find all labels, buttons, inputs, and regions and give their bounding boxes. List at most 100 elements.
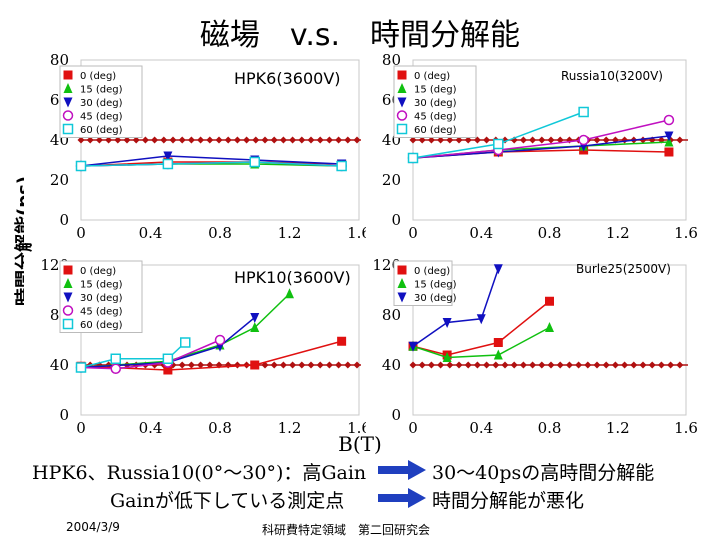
reference-marker bbox=[105, 136, 113, 144]
x-tick-label: 0.8 bbox=[538, 224, 562, 242]
data-point-2-1 bbox=[163, 151, 173, 162]
reference-marker bbox=[473, 361, 481, 369]
x-tick-label: 0.4 bbox=[469, 419, 493, 437]
reference-marker bbox=[325, 136, 333, 144]
series-line-0 bbox=[80, 161, 342, 167]
reference-marker bbox=[648, 361, 656, 369]
reference-marker bbox=[556, 361, 564, 369]
reference-marker bbox=[298, 136, 306, 144]
data-point-0-3 bbox=[664, 147, 674, 157]
legend-marker bbox=[62, 305, 74, 316]
data-point-4-3 bbox=[336, 160, 347, 172]
reference-marker bbox=[519, 136, 527, 144]
legend-box bbox=[59, 260, 143, 333]
data-point-4-1 bbox=[493, 138, 504, 150]
legend-marker bbox=[63, 265, 73, 275]
conclusion-1-left: HPK6、Russia10(0°～30°)：高Gain bbox=[32, 462, 367, 484]
reference-marker bbox=[215, 136, 223, 144]
footer-date: 2004/3/9 bbox=[66, 520, 120, 534]
y-tick-label: 0 bbox=[391, 211, 401, 229]
data-point-2-0 bbox=[408, 341, 418, 352]
reference-marker bbox=[501, 361, 509, 369]
conclusion-2-left: Gainが低下している測定点 bbox=[110, 490, 345, 512]
reference-marker bbox=[77, 136, 85, 144]
reference-marker bbox=[206, 136, 214, 144]
y-tick-label: 20 bbox=[382, 171, 401, 189]
data-point-1-3 bbox=[250, 322, 260, 332]
data-point-1-3 bbox=[545, 322, 554, 332]
y-tick-label: 80 bbox=[50, 51, 69, 69]
data-point-3-3 bbox=[663, 114, 675, 126]
data-point-2-3 bbox=[664, 131, 674, 142]
reference-marker bbox=[510, 361, 518, 369]
data-point-1-1 bbox=[442, 352, 452, 362]
legend-label: 45 (deg) bbox=[414, 112, 457, 123]
reference-marker bbox=[676, 361, 684, 369]
reference-marker bbox=[667, 361, 675, 369]
legend-marker bbox=[397, 70, 407, 80]
reference-marker bbox=[307, 136, 315, 144]
arrow-2-head bbox=[408, 488, 426, 508]
conclusion-2-right: 時間分解能が悪化 bbox=[432, 490, 585, 512]
reference-marker bbox=[335, 136, 343, 144]
reference-marker bbox=[437, 361, 445, 369]
reference-marker bbox=[344, 361, 352, 369]
data-point-4-2 bbox=[578, 106, 589, 118]
reference-marker bbox=[132, 136, 140, 144]
series-line-0 bbox=[412, 300, 550, 356]
data-point-2-3 bbox=[493, 264, 503, 275]
chart-title: Russia10(3200V) bbox=[561, 69, 663, 83]
chart-panel-hpk10: 120 80 40 0 0 0.4 0.8 1.2 1.6 0 (deg) 15 (deg) 30 (… bbox=[24, 253, 374, 438]
series-line-4 bbox=[80, 341, 186, 369]
legend-box bbox=[393, 65, 477, 138]
reference-marker bbox=[593, 136, 601, 144]
reference-marker bbox=[289, 361, 297, 369]
arrow-right-icon bbox=[378, 460, 426, 480]
series-line-2 bbox=[80, 155, 342, 167]
arrow-right-icon bbox=[378, 488, 426, 508]
reference-marker bbox=[575, 361, 583, 369]
arrow-1-head bbox=[408, 460, 426, 480]
legend-marker bbox=[397, 292, 407, 303]
reference-marker bbox=[473, 136, 481, 144]
reference-marker bbox=[427, 136, 435, 144]
legend-label: 0 (deg) bbox=[414, 266, 450, 277]
chart-panel-russia10: 80 60 40 20 0 0 0.4 0.8 1.2 1.6 0 (deg) 15 (deg) 30 … bbox=[366, 48, 716, 243]
reference-marker bbox=[279, 361, 287, 369]
legend-marker bbox=[396, 110, 408, 121]
plot-area bbox=[412, 264, 687, 416]
x-tick-label: 1.2 bbox=[278, 419, 302, 437]
x-tick-label: 0 bbox=[76, 419, 86, 437]
x-tick-label: 0.4 bbox=[139, 224, 163, 242]
reference-marker bbox=[565, 361, 573, 369]
reference-marker bbox=[197, 361, 205, 369]
x-tick-label: 1.6 bbox=[347, 419, 371, 437]
y-tick-label: 0 bbox=[59, 406, 69, 424]
legend-box bbox=[59, 65, 143, 138]
reference-marker bbox=[538, 136, 546, 144]
legend-label: 15 (deg) bbox=[80, 85, 123, 96]
data-point-0-1 bbox=[163, 365, 173, 375]
reference-marker bbox=[316, 136, 324, 144]
data-point-4-1 bbox=[162, 158, 174, 170]
data-point-2-2 bbox=[476, 314, 486, 325]
x-tick-label: 0.4 bbox=[469, 224, 493, 242]
reference-marker bbox=[492, 361, 500, 369]
x-tick-label: 0.8 bbox=[208, 419, 232, 437]
reference-marker bbox=[667, 136, 675, 144]
reference-marker bbox=[455, 136, 463, 144]
legend-label: 45 (deg) bbox=[80, 112, 123, 123]
reference-marker bbox=[141, 136, 149, 144]
reference-marker bbox=[621, 136, 629, 144]
legend-marker bbox=[63, 292, 73, 303]
reference-marker bbox=[483, 361, 491, 369]
legend-label: 15 (deg) bbox=[80, 280, 123, 291]
reference-marker bbox=[160, 136, 168, 144]
reference-marker bbox=[602, 136, 610, 144]
legend-label: 0 (deg) bbox=[80, 71, 116, 82]
reference-marker bbox=[446, 136, 454, 144]
series-line-3 bbox=[80, 339, 221, 370]
